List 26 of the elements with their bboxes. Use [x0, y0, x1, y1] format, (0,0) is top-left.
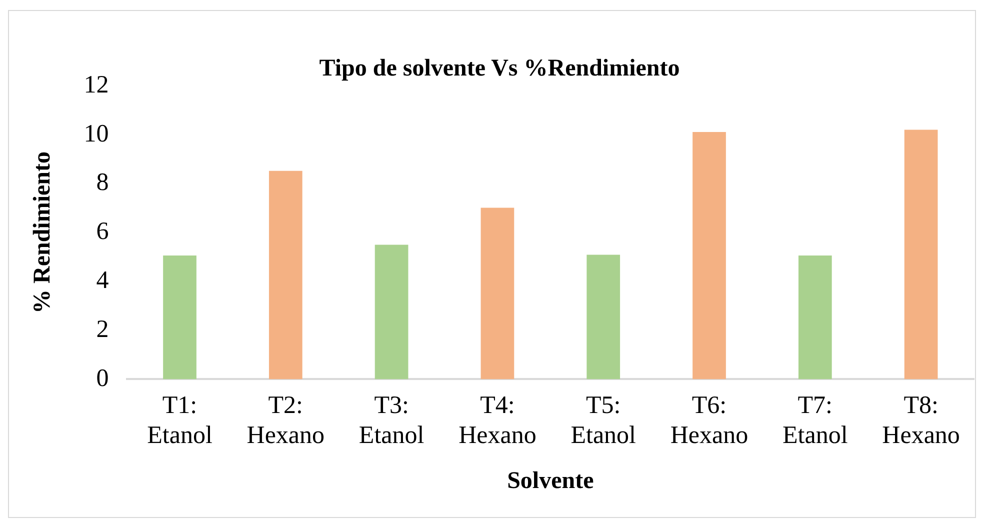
x-axis-title: Solvente [507, 468, 594, 494]
x-tick-label: T8: Hexano [882, 392, 960, 449]
chart-title: Tipo de solvente Vs %Rendimiento [319, 56, 680, 82]
x-tick-label: T4: Hexano [458, 392, 536, 449]
bar [798, 255, 832, 380]
y-tick-label: 0 [96, 364, 109, 392]
bar [586, 254, 620, 380]
y-tick-label: 10 [84, 120, 109, 148]
x-tick-label: T5: Etanol [570, 392, 636, 449]
y-tick-label: 6 [96, 218, 109, 246]
x-tick-label: T7: Etanol [782, 392, 848, 449]
y-tick-label: 2 [96, 316, 109, 343]
bar [480, 208, 514, 380]
bar [904, 130, 938, 380]
x-tick-label: T1: Etanol [147, 392, 212, 449]
y-tick-label: 12 [84, 71, 109, 98]
x-tick-label: T3: Etanol [358, 392, 424, 449]
bar [163, 255, 196, 380]
bar [268, 170, 302, 380]
bar [692, 132, 726, 380]
bar [374, 244, 408, 380]
y-tick-label: 8 [96, 169, 109, 196]
y-tick-label: 4 [96, 266, 110, 294]
x-tick-label: T2: Hexano [246, 392, 325, 449]
x-tick-label: T6: Hexano [670, 392, 748, 449]
y-axis-title: % Rendimiento [30, 152, 56, 314]
